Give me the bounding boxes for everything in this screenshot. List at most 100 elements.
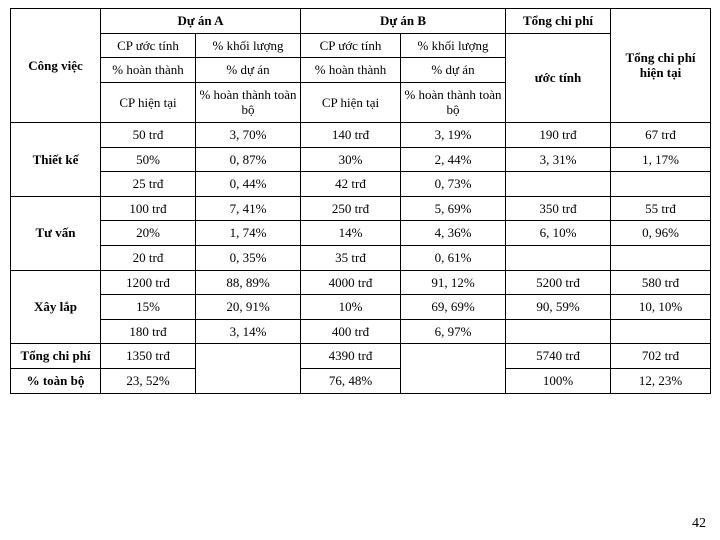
table-row: 20 trđ 0, 35% 35 trđ 0, 61% (11, 245, 711, 270)
cell: 190 trđ (506, 122, 611, 147)
cell: 702 trđ (611, 344, 711, 369)
cell: 20, 91% (196, 295, 301, 320)
header-row-2: CP ước tính % khối lượng CP ước tính % k… (11, 33, 711, 58)
cell: 30% (301, 147, 401, 172)
table-row: 25 trđ 0, 44% 42 trđ 0, 73% (11, 172, 711, 197)
cell: 25 trđ (101, 172, 196, 197)
cell: 12, 23% (611, 368, 711, 393)
cell: 5, 69% (401, 196, 506, 221)
cell: 35 trđ (301, 245, 401, 270)
table-row: Thiết kế 50 trđ 3, 70% 140 trđ 3, 19% 19… (11, 122, 711, 147)
cell: 2, 44% (401, 147, 506, 172)
header-row-1: Công việc Dự án A Dự án B Tổng chi phí T… (11, 9, 711, 34)
cell: 5200 trđ (506, 270, 611, 295)
row-label: Tư vấn (11, 196, 101, 270)
cell: 4, 36% (401, 221, 506, 246)
h-pct-hoan-thanh-toan-bo-a: % hoàn thành toàn bộ (196, 82, 301, 122)
cell: 250 trđ (301, 196, 401, 221)
cell: 6, 10% (506, 221, 611, 246)
cell: 76, 48% (301, 368, 401, 393)
table-row: 180 trđ 3, 14% 400 trđ 6, 97% (11, 319, 711, 344)
h-pct-du-an-a: % dự án (196, 58, 301, 83)
cell: 350 trđ (506, 196, 611, 221)
h-uoc-tinh: ước tính (506, 33, 611, 122)
cell: 55 trđ (611, 196, 711, 221)
h-pct-hoan-thanh-b: % hoàn thành (301, 58, 401, 83)
cell: 400 trđ (301, 319, 401, 344)
h-tong-chi-phi-hien-tai: Tổng chi phí hiện tại (611, 9, 711, 123)
cell: 90, 59% (506, 295, 611, 320)
cell: 7, 41% (196, 196, 301, 221)
cell (611, 172, 711, 197)
row-label: Tổng chi phí (11, 344, 101, 369)
h-pct-khoi-luong-a: % khối lượng (196, 33, 301, 58)
cell: 10, 10% (611, 295, 711, 320)
cell (611, 319, 711, 344)
cell-empty (401, 344, 506, 393)
cell: 3, 70% (196, 122, 301, 147)
h-cp-uoc-tinh-a: CP ước tính (101, 33, 196, 58)
h-cp-hien-tai-a: CP hiện tại (101, 82, 196, 122)
cell: 14% (301, 221, 401, 246)
h-pct-hoan-thanh-a: % hoàn thành (101, 58, 196, 83)
cell: 15% (101, 295, 196, 320)
cell: 3, 19% (401, 122, 506, 147)
cell: 0, 87% (196, 147, 301, 172)
cell: 3, 31% (506, 147, 611, 172)
cell: 1200 trđ (101, 270, 196, 295)
cell: 0, 44% (196, 172, 301, 197)
page-number: 42 (692, 516, 706, 532)
h-du-an-b: Dự án B (301, 9, 506, 34)
table-row: 15% 20, 91% 10% 69, 69% 90, 59% 10, 10% (11, 295, 711, 320)
cell (506, 245, 611, 270)
totals-row: % toàn bộ 23, 52% 76, 48% 100% 12, 23% (11, 368, 711, 393)
cell: 1, 74% (196, 221, 301, 246)
cell: 180 trđ (101, 319, 196, 344)
cell: 1350 trđ (101, 344, 196, 369)
h-cp-hien-tai-b: CP hiện tại (301, 82, 401, 122)
cell: 23, 52% (101, 368, 196, 393)
table-row: Xây lắp 1200 trđ 88, 89% 4000 trđ 91, 12… (11, 270, 711, 295)
row-label: % toàn bộ (11, 368, 101, 393)
cell-empty (196, 344, 301, 393)
cost-table: Công việc Dự án A Dự án B Tổng chi phí T… (10, 8, 711, 394)
cell: 0, 73% (401, 172, 506, 197)
cell: 5740 trđ (506, 344, 611, 369)
cell: 20 trđ (101, 245, 196, 270)
cell: 100% (506, 368, 611, 393)
cell: 100 trđ (101, 196, 196, 221)
cell: 1, 17% (611, 147, 711, 172)
cell: 67 trđ (611, 122, 711, 147)
h-cp-uoc-tinh-b: CP ước tính (301, 33, 401, 58)
cell: 0, 35% (196, 245, 301, 270)
totals-row: Tổng chi phí 1350 trđ 4390 trđ 5740 trđ … (11, 344, 711, 369)
h-cong-viec: Công việc (11, 9, 101, 123)
table-row: 20% 1, 74% 14% 4, 36% 6, 10% 0, 96% (11, 221, 711, 246)
cell: 6, 97% (401, 319, 506, 344)
cell (506, 319, 611, 344)
cell: 88, 89% (196, 270, 301, 295)
cell: 0, 61% (401, 245, 506, 270)
row-label: Thiết kế (11, 122, 101, 196)
cell: 140 trđ (301, 122, 401, 147)
cell: 50 trđ (101, 122, 196, 147)
h-pct-khoi-luong-b: % khối lượng (401, 33, 506, 58)
cell: 42 trđ (301, 172, 401, 197)
table-row: 50% 0, 87% 30% 2, 44% 3, 31% 1, 17% (11, 147, 711, 172)
cell: 10% (301, 295, 401, 320)
h-pct-du-an-b: % dự án (401, 58, 506, 83)
cell: 91, 12% (401, 270, 506, 295)
cell: 0, 96% (611, 221, 711, 246)
cell: 50% (101, 147, 196, 172)
cell: 580 trđ (611, 270, 711, 295)
cell (506, 172, 611, 197)
row-label: Xây lắp (11, 270, 101, 344)
h-tong-chi-phi: Tổng chi phí (506, 9, 611, 34)
cell: 20% (101, 221, 196, 246)
cell: 69, 69% (401, 295, 506, 320)
h-pct-hoan-thanh-toan-bo-b: % hoàn thành toàn bộ (401, 82, 506, 122)
cell: 4000 trđ (301, 270, 401, 295)
h-du-an-a: Dự án A (101, 9, 301, 34)
cell: 4390 trđ (301, 344, 401, 369)
cell: 3, 14% (196, 319, 301, 344)
